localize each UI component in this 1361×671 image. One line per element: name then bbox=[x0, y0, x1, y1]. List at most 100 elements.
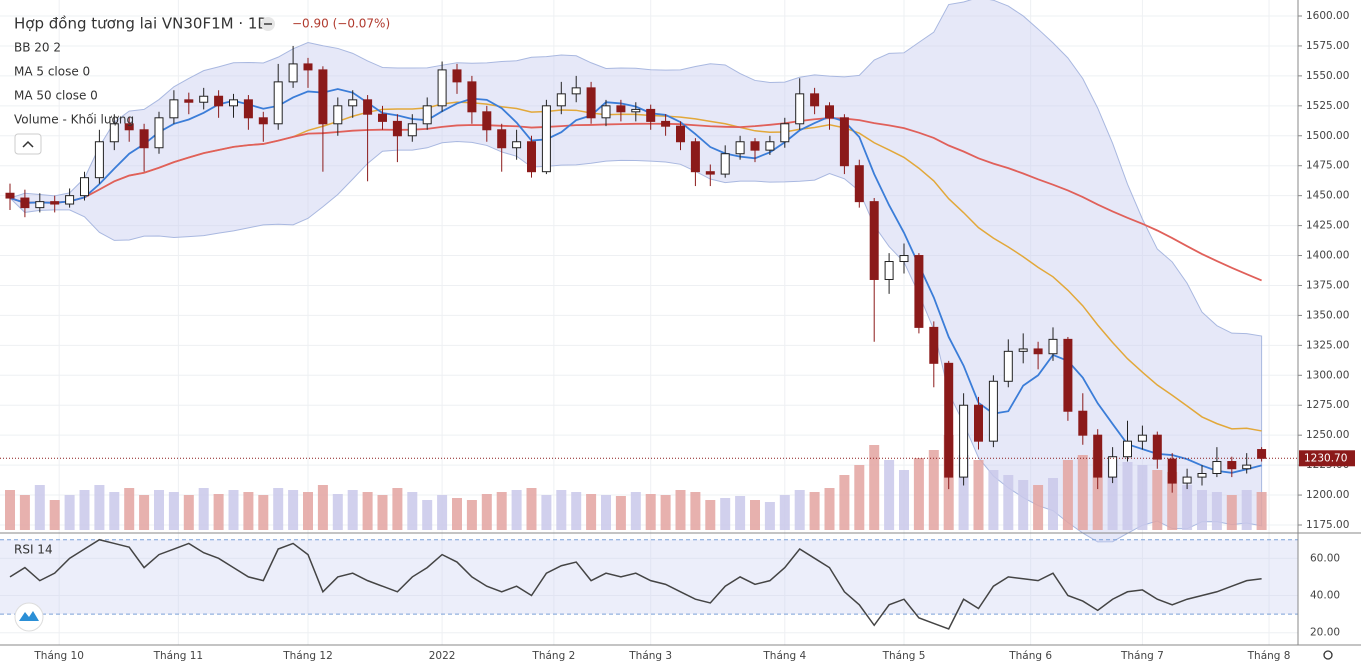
volume-bar bbox=[779, 495, 790, 530]
candle-body bbox=[199, 95, 209, 103]
rsi-band bbox=[0, 539, 1298, 615]
candle-body bbox=[363, 99, 373, 115]
settings-button[interactable] bbox=[1323, 650, 1333, 660]
volume-bar bbox=[526, 488, 537, 530]
candle-body bbox=[676, 125, 685, 143]
volume-bar bbox=[288, 490, 299, 530]
volume-bar bbox=[154, 490, 164, 530]
candle-body bbox=[437, 69, 447, 107]
candle-body bbox=[378, 113, 387, 122]
price-change: −0.90 (−0.07%) bbox=[292, 17, 390, 31]
collapse-button[interactable] bbox=[14, 133, 42, 155]
x-tick-label: Tháng 7 bbox=[1120, 650, 1164, 662]
chart-title: Hợp đồng tương lai VN30F1M · 1D bbox=[14, 15, 269, 33]
candle-body bbox=[1018, 348, 1028, 352]
candle-body bbox=[273, 81, 283, 125]
candle-body bbox=[601, 105, 611, 119]
candle-body bbox=[705, 171, 715, 175]
volume-bar bbox=[884, 460, 895, 530]
candle-body bbox=[541, 105, 551, 173]
candle-body bbox=[556, 93, 566, 107]
candle-body bbox=[318, 69, 328, 125]
ma50-line bbox=[9, 117, 1262, 282]
volume-bar bbox=[720, 498, 731, 530]
volume-bar bbox=[988, 470, 999, 530]
volume-bar bbox=[481, 494, 492, 530]
candle-body bbox=[5, 192, 15, 199]
volume-bar bbox=[675, 490, 686, 530]
candle-body bbox=[869, 201, 879, 280]
volume-bar bbox=[1077, 455, 1088, 530]
volume-bar bbox=[228, 490, 239, 530]
last-price-box bbox=[1299, 450, 1355, 467]
y-tick-label: 1175.00 bbox=[1306, 519, 1349, 531]
indicator-label: Volume - Khối lượng bbox=[14, 113, 134, 127]
volume-bar bbox=[839, 475, 850, 530]
volume-bar bbox=[34, 485, 45, 530]
candle-body bbox=[586, 87, 596, 119]
candle-body bbox=[124, 123, 134, 131]
candle-body bbox=[720, 153, 730, 175]
volume-bar bbox=[64, 495, 75, 530]
volume-bar bbox=[1062, 460, 1073, 530]
candle-body bbox=[929, 326, 939, 364]
rsi-tick-label: 40.00 bbox=[1310, 590, 1340, 602]
y-tick-label: 1375.00 bbox=[1306, 279, 1349, 291]
volume-bar bbox=[139, 495, 150, 530]
volume-bar bbox=[258, 495, 269, 530]
candle-body bbox=[988, 380, 998, 442]
candle-body bbox=[497, 129, 507, 149]
x-tick-label: Tháng 4 bbox=[762, 650, 806, 662]
candle-body bbox=[288, 63, 298, 83]
candle-body bbox=[1078, 410, 1088, 436]
volume-bar bbox=[392, 488, 403, 530]
volume-bar bbox=[94, 485, 105, 530]
volume-bar bbox=[794, 490, 805, 530]
candle-body bbox=[780, 123, 790, 143]
candle-body bbox=[959, 404, 969, 478]
y-tick-label: 1575.00 bbox=[1306, 40, 1349, 52]
volume-bar bbox=[1241, 490, 1252, 530]
volume-bar bbox=[198, 488, 209, 530]
x-tick-label: Tháng 11 bbox=[153, 650, 204, 662]
candle-body bbox=[333, 105, 343, 125]
volume-bar bbox=[1033, 485, 1044, 530]
volume-bar bbox=[1211, 492, 1222, 530]
candle-body bbox=[527, 141, 536, 173]
volume-bar bbox=[49, 500, 60, 530]
candle-body bbox=[765, 141, 775, 151]
volume-bar bbox=[541, 495, 552, 530]
x-tick-label: Tháng 8 bbox=[1247, 650, 1291, 662]
rsi-tick-label: 60.00 bbox=[1310, 552, 1340, 564]
y-tick-label: 1200.00 bbox=[1306, 489, 1349, 501]
candle-body bbox=[243, 99, 253, 119]
candle-body bbox=[616, 105, 626, 113]
volume-bar bbox=[571, 492, 582, 530]
toggle-icon bbox=[264, 23, 272, 25]
candle-body bbox=[1093, 434, 1103, 478]
candle-body bbox=[1048, 338, 1058, 355]
y-tick-label: 1400.00 bbox=[1306, 250, 1349, 262]
volume-bar bbox=[1167, 472, 1178, 530]
volume-bar bbox=[422, 500, 433, 530]
candle-body bbox=[422, 105, 432, 125]
volume-bar bbox=[854, 465, 865, 530]
x-tick-label: 2022 bbox=[429, 650, 456, 662]
candle-body bbox=[348, 99, 358, 107]
volume-bar bbox=[1018, 480, 1029, 530]
plot-area bbox=[0, 0, 1298, 630]
candle-body bbox=[94, 141, 104, 179]
candle-body bbox=[1212, 461, 1222, 475]
candle-body bbox=[1108, 456, 1118, 478]
candle-body bbox=[1257, 449, 1267, 459]
candle-body bbox=[1182, 476, 1192, 484]
candle-body bbox=[139, 129, 149, 149]
y-tick-label: 1300.00 bbox=[1306, 369, 1349, 381]
volume-bar bbox=[660, 495, 671, 530]
candle-body bbox=[690, 141, 700, 173]
candle-body bbox=[974, 404, 983, 442]
volume-bar bbox=[601, 495, 611, 530]
candle-body bbox=[20, 197, 30, 209]
y-tick-label: 1550.00 bbox=[1306, 70, 1349, 82]
volume-bar bbox=[690, 492, 701, 530]
